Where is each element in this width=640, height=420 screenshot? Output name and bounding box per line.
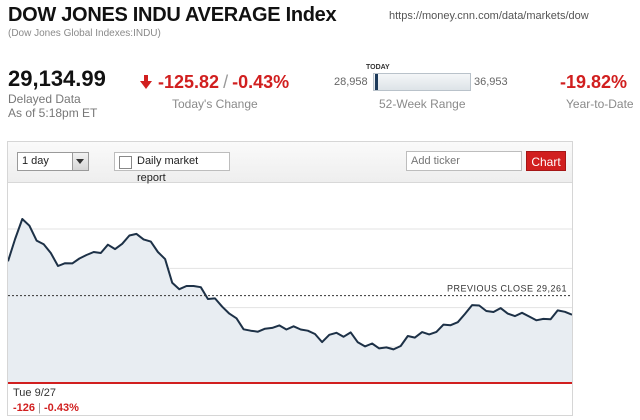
down-arrow-icon	[140, 75, 152, 89]
add-ticker-input[interactable]	[406, 151, 522, 171]
delayed-data-label: Delayed Data	[8, 92, 81, 106]
page-title: DOW JONES INDU AVERAGE Index	[8, 4, 337, 26]
delayed-info: Delayed Data As of 5:18pm ET	[8, 92, 97, 120]
chart-toolbar: 1 day Daily market report Chart	[8, 142, 572, 184]
chart-button[interactable]: Chart	[526, 151, 566, 171]
chart-date: Tue 9/27	[13, 387, 57, 399]
todays-change-label: Today's Change	[172, 97, 258, 111]
chart-change-divider: |	[38, 402, 41, 414]
week52-range-bar	[373, 73, 471, 91]
range-select-value: 1 day	[22, 155, 49, 167]
todays-change: -125.82/-0.43%	[140, 72, 289, 93]
price-area	[8, 219, 572, 383]
range-select[interactable]: 1 day	[17, 152, 89, 171]
checkbox-icon[interactable]	[119, 156, 132, 169]
index-subtitle: (Dow Jones Global Indexes:INDU)	[8, 28, 161, 39]
chevron-down-icon[interactable]	[72, 153, 88, 170]
chart-change-points: -126	[13, 402, 36, 414]
week52-low: 28,958	[334, 76, 368, 88]
week52-high: 36,953	[474, 76, 508, 88]
previous-close-label: PREVIOUS CLOSE 29,261	[447, 284, 567, 294]
source-url[interactable]: https://money.cnn.com/data/markets/dow	[389, 10, 589, 22]
ytd-label: Year-to-Date	[566, 97, 634, 111]
change-separator: /	[223, 72, 229, 92]
chart-change-summary: -126 | -0.43%	[13, 402, 79, 414]
price-chart: PREVIOUS CLOSE 29,261 29,60029,40029,200…	[8, 218, 572, 384]
daily-market-report-label: Daily market report	[137, 155, 199, 184]
price-line	[8, 218, 572, 351]
chart-panel: 1 day Daily market report Chart PREVIOUS…	[7, 141, 573, 416]
chart-change-percent: -0.43%	[44, 402, 79, 414]
as-of-time: As of 5:18pm ET	[8, 106, 98, 120]
change-points: -125.82	[158, 72, 220, 92]
ytd-change: -19.82%	[560, 72, 628, 92]
week52-marker	[375, 74, 378, 90]
daily-market-report-toggle[interactable]: Daily market report	[114, 152, 230, 184]
week52-today-label: TODAY	[366, 64, 390, 71]
last-price: 29,134.99	[8, 66, 106, 91]
week52-label: 52-Week Range	[379, 97, 466, 111]
change-percent: -0.43%	[232, 72, 290, 92]
